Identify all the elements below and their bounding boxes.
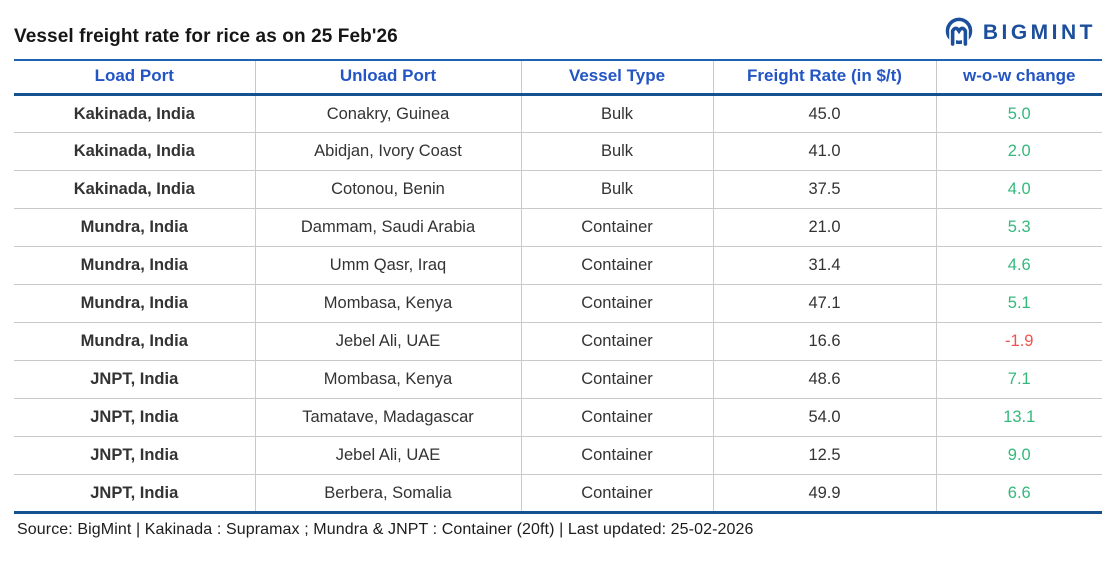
bigmint-logo: BIGMINT — [942, 16, 1102, 50]
table-row: Kakinada, India Cotonou, Benin Bulk 37.5 4.0 — [14, 170, 1102, 209]
table-body: Kakinada, India Conakry, Guinea Bulk 45.0 5.… — [14, 94, 1102, 514]
unload-port-cell: Conakry, Guinea — [254, 94, 521, 133]
vessel-type-cell: Container — [520, 322, 713, 361]
table-row: JNPT, India Jebel Ali, UAE Container 12.5 9.… — [14, 436, 1102, 475]
load-port-cell: Mundra, India — [14, 322, 255, 361]
vessel-type-cell: Container — [520, 208, 713, 247]
vessel-type-cell: Container — [520, 246, 713, 285]
freight-rate-cell: 45.0 — [712, 94, 936, 133]
freight-rate-cell: 31.4 — [712, 246, 936, 285]
table-row: JNPT, India Mombasa, Kenya Container 48.6 7.… — [14, 360, 1102, 399]
freight-rate-cell: 48.6 — [712, 360, 936, 399]
load-port-cell: JNPT, India — [14, 398, 255, 437]
load-port-cell: JNPT, India — [14, 360, 255, 399]
unload-port-cell: Mombasa, Kenya — [254, 284, 521, 323]
unload-port-cell: Cotonou, Benin — [254, 170, 521, 209]
table-header-row: Load Port Unload Port Vessel Type Freigh… — [14, 59, 1102, 96]
table-row: JNPT, India Berbera, Somalia Container 49.9… — [14, 474, 1102, 514]
freight-rate-cell: 16.6 — [712, 322, 936, 361]
wow-change-cell: 5.1 — [935, 284, 1102, 323]
table-row: Mundra, India Mombasa, Kenya Container 47.1… — [14, 284, 1102, 323]
column-header-vessel-type: Vessel Type — [520, 59, 713, 96]
bigmint-logo-text: BIGMINT — [982, 21, 1096, 44]
vessel-type-cell: Container — [520, 360, 713, 399]
wow-change-cell: 5.3 — [935, 208, 1102, 247]
table-row: Mundra, India Umm Qasr, Iraq Container 31.4… — [14, 246, 1102, 285]
load-port-cell: Mundra, India — [14, 284, 255, 323]
load-port-cell: Mundra, India — [14, 246, 255, 285]
freight-rate-cell: 37.5 — [712, 170, 936, 209]
unload-port-cell: Mombasa, Kenya — [254, 360, 521, 399]
table-row: Kakinada, India Abidjan, Ivory Coast Bulk 4… — [14, 132, 1102, 171]
unload-port-cell: Abidjan, Ivory Coast — [254, 132, 521, 171]
bigmint-logo-icon — [942, 16, 976, 50]
unload-port-cell: Tamatave, Madagascar — [254, 398, 521, 437]
column-header-wow-change: w-o-w change — [935, 59, 1102, 96]
load-port-cell: JNPT, India — [14, 474, 255, 514]
vessel-type-cell: Bulk — [520, 94, 713, 133]
freight-rate-cell: 21.0 — [712, 208, 936, 247]
load-port-cell: Kakinada, India — [14, 94, 255, 133]
table-row: Mundra, India Dammam, Saudi Arabia Contain… — [14, 208, 1102, 247]
wow-change-cell: 5.0 — [935, 94, 1102, 133]
table-row: JNPT, India Tamatave, Madagascar Container… — [14, 398, 1102, 437]
freight-rate-cell: 12.5 — [712, 436, 936, 475]
card-header: Vessel freight rate for rice as on 25 Fe… — [14, 16, 1102, 50]
column-header-unload-port: Unload Port — [254, 59, 521, 96]
wow-change-cell: 2.0 — [935, 132, 1102, 171]
vessel-type-cell: Container — [520, 284, 713, 323]
table-row: Kakinada, India Conakry, Guinea Bulk 45.0 5.… — [14, 94, 1102, 133]
freight-rate-table: Load Port Unload Port Vessel Type Freigh… — [14, 59, 1102, 514]
wow-change-cell: -1.9 — [935, 322, 1102, 361]
freight-rate-cell: 49.9 — [712, 474, 936, 514]
wow-change-cell: 9.0 — [935, 436, 1102, 475]
freight-rate-cell: 54.0 — [712, 398, 936, 437]
unload-port-cell: Umm Qasr, Iraq — [254, 246, 521, 285]
wow-change-cell: 4.6 — [935, 246, 1102, 285]
wow-change-cell: 4.0 — [935, 170, 1102, 209]
table-row: Mundra, India Jebel Ali, UAE Container 16.6… — [14, 322, 1102, 361]
vessel-type-cell: Bulk — [520, 132, 713, 171]
unload-port-cell: Jebel Ali, UAE — [254, 322, 521, 361]
wow-change-cell: 6.6 — [935, 474, 1102, 514]
vessel-type-cell: Bulk — [520, 170, 713, 209]
column-header-freight-rate: Freight Rate (in $/t) — [712, 59, 936, 96]
page-title: Vessel freight rate for rice as on 25 Fe… — [14, 26, 398, 47]
freight-rate-cell: 47.1 — [712, 284, 936, 323]
load-port-cell: Kakinada, India — [14, 132, 255, 171]
column-header-load-port: Load Port — [14, 59, 255, 96]
vessel-type-cell: Container — [520, 398, 713, 437]
unload-port-cell: Berbera, Somalia — [254, 474, 521, 514]
unload-port-cell: Dammam, Saudi Arabia — [254, 208, 521, 247]
wow-change-cell: 13.1 — [935, 398, 1102, 437]
load-port-cell: Kakinada, India — [14, 170, 255, 209]
load-port-cell: JNPT, India — [14, 436, 255, 475]
source-footnote: Source: BigMint | Kakinada : Supramax ; … — [17, 521, 754, 538]
vessel-type-cell: Container — [520, 436, 713, 475]
vessel-type-cell: Container — [520, 474, 713, 514]
wow-change-cell: 7.1 — [935, 360, 1102, 399]
unload-port-cell: Jebel Ali, UAE — [254, 436, 521, 475]
freight-rate-cell: 41.0 — [712, 132, 936, 171]
load-port-cell: Mundra, India — [14, 208, 255, 247]
